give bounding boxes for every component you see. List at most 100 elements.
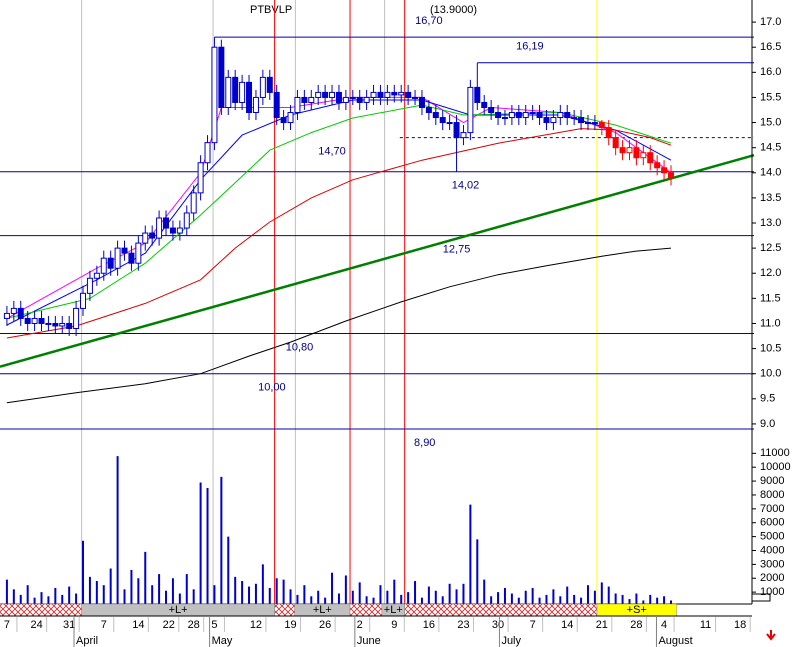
volume-tick-label: 10000: [760, 461, 791, 473]
candle-body: [667, 172, 674, 179]
last-price: (13.9000): [430, 4, 477, 16]
month-label: August: [658, 635, 692, 647]
y-tick-label: 12.0: [760, 267, 781, 279]
level-label: 16,19: [516, 41, 544, 53]
candle-body: [38, 317, 45, 324]
candle-body: [246, 81, 253, 114]
candle-body: [24, 317, 31, 324]
candle-body: [315, 91, 322, 98]
candle-body: [225, 76, 232, 108]
y-tick-label: 14.5: [760, 142, 781, 154]
candle-body: [114, 247, 121, 269]
candle-body: [432, 112, 439, 119]
candle-body: [211, 46, 218, 144]
candle-body: [626, 147, 633, 154]
candle-body: [384, 91, 391, 98]
x-tick-label: 21: [596, 619, 608, 631]
y-tick-label: 17.0: [760, 16, 781, 28]
candle-body: [301, 96, 308, 103]
y-tick-label: 13.0: [760, 217, 781, 229]
candle-body: [266, 76, 273, 93]
candle-body: [232, 76, 239, 103]
candle-body: [3, 312, 10, 319]
candle-body: [149, 232, 156, 239]
candle-body: [398, 91, 405, 96]
candle-body: [280, 117, 287, 124]
candle-body: [481, 101, 488, 108]
candle-body: [612, 137, 619, 149]
candle-body: [107, 257, 114, 269]
x-tick-label: 19: [284, 619, 296, 631]
candle-body: [536, 112, 543, 119]
volume-tick-label: 11000: [760, 447, 790, 459]
candle-body: [391, 91, 398, 96]
y-tick-label: 10.0: [760, 368, 781, 380]
y-tick-label: 10.5: [760, 342, 781, 354]
candle-body: [218, 46, 225, 108]
candle-body: [66, 322, 73, 329]
volume-tick-label: 8000: [760, 489, 784, 501]
candle-body: [308, 96, 315, 103]
signal-label: +S+: [627, 604, 647, 616]
level-label: 10,80: [286, 341, 314, 353]
chart-title: PTBVLP: [250, 4, 292, 16]
volume-tick-label: 2000: [760, 572, 784, 584]
volume-tick-label: 1000: [760, 586, 784, 598]
candle-body: [273, 91, 280, 119]
y-tick-label: 11.5: [760, 292, 781, 304]
candle-body: [135, 242, 142, 264]
level-label: 14,02: [452, 180, 480, 192]
y-tick-label: 16.5: [760, 41, 781, 53]
scroll-arrow[interactable]: [766, 630, 776, 641]
y-tick-label: 9.5: [760, 393, 775, 405]
x-tick-label: 23: [457, 619, 469, 631]
candle-body: [80, 292, 87, 309]
candle-body: [640, 152, 647, 159]
x-tick-label: 14: [561, 619, 573, 631]
candle-body: [294, 96, 301, 114]
candle-body: [239, 81, 246, 103]
candle-body: [418, 96, 425, 108]
x-tick-label: 2: [357, 619, 363, 631]
candle-body: [204, 142, 211, 164]
y-tick-label: 12.5: [760, 242, 781, 254]
candle-body: [163, 217, 170, 229]
month-label: April: [76, 635, 98, 647]
candle-body: [356, 96, 363, 103]
x-tick-label: 24: [31, 619, 43, 631]
candle-body: [17, 307, 24, 319]
candle-body: [93, 272, 100, 279]
candle-body: [405, 91, 412, 98]
volume-tick-label: 4000: [760, 544, 784, 556]
volume-tick-label: 7000: [760, 503, 784, 515]
candle-body: [86, 277, 93, 294]
candle-body: [439, 117, 446, 124]
signal: [349, 603, 383, 617]
signal-label: +L+: [313, 604, 332, 616]
candle-body: [59, 322, 66, 327]
x-tick-label: 9: [391, 619, 397, 631]
level-label: 8,90: [414, 437, 435, 449]
candle-body: [142, 232, 149, 244]
x-tick-label: 31: [63, 619, 75, 631]
x-tick-label: 16: [423, 619, 435, 631]
candle-body: [488, 106, 495, 114]
candle-body: [31, 317, 38, 324]
candle-body: [515, 112, 522, 119]
trendline: [0, 154, 755, 368]
candle-body: [342, 96, 349, 103]
x-tick-label: 28: [630, 619, 642, 631]
candle-body: [495, 112, 502, 119]
month-label: June: [357, 635, 381, 647]
y-tick-label: 11.0: [760, 317, 781, 329]
candle-body: [287, 112, 294, 124]
candle-body: [654, 162, 661, 169]
candle-body: [190, 192, 197, 214]
candle-body: [128, 252, 135, 264]
candle-body: [564, 112, 571, 119]
candle-body: [349, 96, 356, 99]
level-label: 14,70: [318, 146, 346, 158]
x-tick-label: 18: [734, 619, 746, 631]
candle-body: [425, 106, 432, 114]
